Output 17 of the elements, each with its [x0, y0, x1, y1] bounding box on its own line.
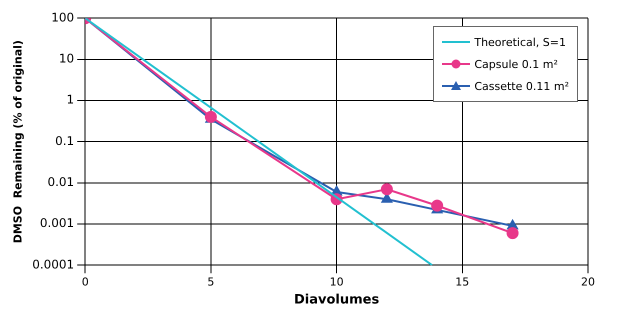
y-tick-label: 0.001: [40, 216, 74, 230]
y-tick-label: 1: [66, 92, 74, 107]
x-tick-label: 10: [330, 276, 344, 289]
y-axis-title: DMSO Remaining (% of original): [11, 40, 24, 244]
y-tick-label: 0.01: [47, 174, 74, 189]
y-tick-label: 100: [51, 10, 74, 24]
x-tick-label: 0: [82, 276, 89, 289]
x-tick-label: 15: [455, 276, 470, 289]
legend-label: Theoretical, S=1: [474, 36, 566, 48]
legend-label: Capsule 0.1 m²: [474, 58, 558, 70]
y-tick-label: 10: [58, 51, 74, 66]
y-tick-label: 0.1: [55, 134, 74, 148]
x-tick-label: 20: [581, 276, 595, 289]
x-axis-title: Diavolumes: [294, 292, 380, 308]
x-tick-label: 5: [207, 276, 214, 289]
y-tick-label: 0.0001: [32, 257, 74, 272]
legend-label: Cassette 0.11 m²: [474, 80, 569, 92]
